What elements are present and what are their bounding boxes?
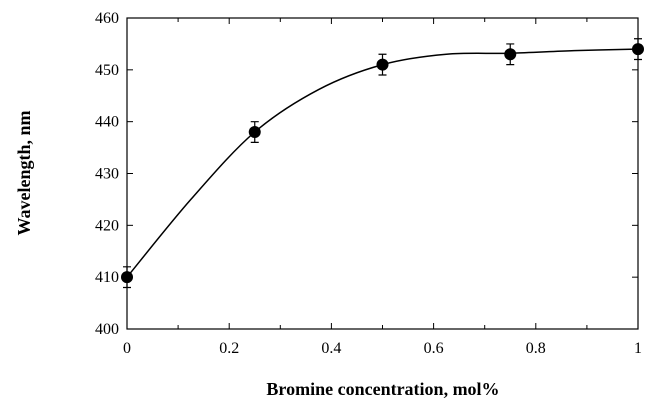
y-tick-label: 450	[95, 62, 119, 79]
y-axis-title: Wavelength, nm	[14, 110, 34, 235]
data-point	[121, 271, 133, 284]
y-tick-label: 430	[95, 166, 119, 183]
data-point	[504, 48, 517, 61]
y-tick-label: 420	[95, 217, 119, 234]
data-point	[376, 58, 389, 71]
x-tick-label: 0	[123, 340, 131, 357]
x-tick-label: 0.6	[424, 340, 444, 357]
y-tick-label: 440	[95, 114, 119, 131]
x-tick-label: 0.4	[321, 340, 341, 357]
y-tick-label: 410	[95, 269, 119, 286]
data-point	[248, 126, 261, 139]
y-tick-label: 400	[95, 321, 119, 338]
y-tick-label: 460	[95, 10, 119, 27]
fit-line	[126, 48, 639, 278]
data-point	[632, 43, 644, 56]
x-tick-label: 0.8	[526, 340, 546, 357]
x-tick-label: 0.2	[219, 340, 239, 357]
x-axis-title: Bromine concentration, mol%	[266, 379, 499, 399]
x-tick-label: 1	[634, 340, 642, 357]
